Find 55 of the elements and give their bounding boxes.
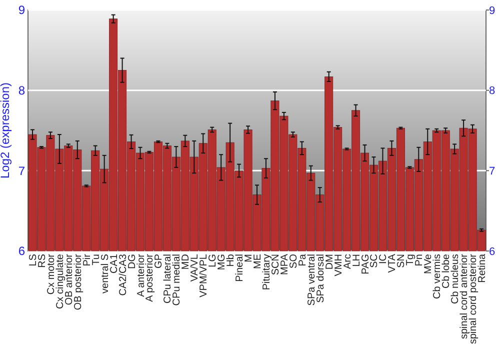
x-tick-label: SC bbox=[369, 254, 380, 268]
x-tick-label: MPA bbox=[279, 254, 290, 275]
x-tick-label: Tu bbox=[90, 254, 102, 266]
x-tick-label: Pa bbox=[297, 254, 308, 266]
x-tick-label: DG bbox=[126, 254, 138, 269]
x-tick-label: OB anterior bbox=[64, 253, 75, 306]
x-tick-label: LS bbox=[28, 254, 39, 266]
x-tick-label: spinal cord anterior bbox=[459, 253, 470, 340]
x-tick-label: SCN bbox=[270, 254, 282, 276]
x-tick-label: OB posterior bbox=[72, 253, 84, 310]
x-tick-label: LH bbox=[351, 254, 362, 267]
x-tick-label: SO bbox=[288, 254, 300, 268]
x-tick-label: spinal cord posterior bbox=[468, 253, 480, 344]
x-tick-label: Pn bbox=[414, 254, 426, 266]
x-tick-label: RS bbox=[36, 254, 48, 268]
y-axis-title: Log2 (expression) bbox=[0, 82, 12, 179]
y-tick-label: 6 bbox=[18, 244, 26, 258]
x-tick-label: VPM/VPL bbox=[198, 254, 210, 298]
x-tick-label: SN bbox=[396, 254, 408, 268]
y2-tick-label: 6 bbox=[489, 246, 496, 258]
x-tick-label: CA1 bbox=[108, 254, 120, 274]
x-tick-label: Cx motor bbox=[46, 253, 57, 295]
x-tick-label: A posterior bbox=[144, 253, 156, 302]
x-tick-label: SPa dorsal bbox=[315, 254, 326, 303]
x-tick-label: CPu medial bbox=[172, 254, 183, 306]
x-tick-label: Pir bbox=[82, 253, 93, 266]
x-tick-label: Cb lobe bbox=[441, 254, 452, 288]
x-tick-label: Tg bbox=[405, 254, 416, 266]
x-tick-label: PAG bbox=[360, 254, 372, 274]
y-tick-label: 9 bbox=[18, 3, 26, 18]
x-tick-label: Hb bbox=[226, 254, 237, 267]
x-tick-label: VTA bbox=[387, 254, 398, 273]
x-tick-label: Pituitary bbox=[261, 254, 272, 290]
x-tick-label: MVe bbox=[423, 254, 434, 274]
y-tick-label: 8 bbox=[18, 84, 26, 98]
x-tick-label: DM bbox=[324, 254, 336, 270]
x-tick-label: CA2/CA3 bbox=[118, 254, 129, 296]
y2-tick-label: 9 bbox=[489, 4, 496, 17]
y-tick-label: 7 bbox=[18, 164, 26, 178]
x-tick-label: Arc bbox=[342, 254, 354, 269]
y2-tick-label: 8 bbox=[489, 85, 496, 98]
x-tick-label: Cb nucleus bbox=[450, 254, 462, 304]
x-tick-label: Pineal bbox=[234, 254, 246, 282]
x-tick-label: SPa ventral bbox=[306, 254, 318, 306]
x-tick-label: M bbox=[244, 254, 255, 262]
x-tick-label: IC bbox=[378, 254, 390, 264]
x-tick-label: GP bbox=[154, 254, 165, 268]
x-tick-label: A anterior bbox=[136, 253, 147, 297]
x-tick-label: LG bbox=[208, 254, 219, 268]
x-tick-label: ventral S bbox=[100, 254, 111, 294]
x-tick-label: VMH bbox=[333, 254, 344, 276]
x-tick-label: Retina bbox=[477, 254, 488, 283]
x-tick-label: Cx cingulate bbox=[54, 254, 66, 310]
x-tick-label: ME bbox=[252, 254, 264, 269]
y2-tick-label: 7 bbox=[489, 166, 496, 178]
